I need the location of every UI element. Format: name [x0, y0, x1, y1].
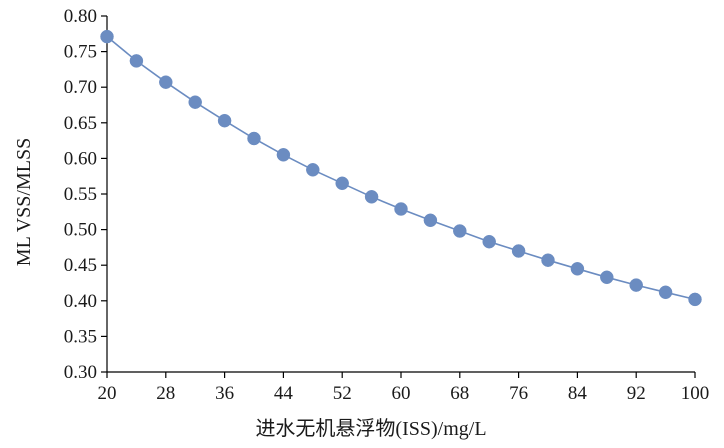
y-tick-label: 0.40 — [64, 291, 97, 312]
x-axis-title: 进水无机悬浮物(ISS)/mg/L — [255, 417, 486, 440]
x-tick-label: 76 — [509, 383, 528, 404]
x-axis-ticks: 20 28 36 44 52 60 68 76 84 92 100 — [98, 372, 710, 404]
data-point — [100, 29, 114, 44]
x-tick-label: 60 — [392, 383, 411, 404]
data-point — [159, 75, 173, 89]
y-tick-label: 0.50 — [64, 220, 97, 241]
y-tick-label: 0.65 — [64, 113, 97, 134]
y-tick-label: 0.30 — [64, 362, 97, 383]
x-tick-label: 92 — [627, 383, 646, 404]
data-point — [129, 54, 144, 68]
x-tick-label: 100 — [681, 383, 710, 404]
data-point — [658, 285, 673, 300]
data-point — [306, 163, 320, 177]
x-tick-label: 52 — [333, 383, 352, 404]
y-tick-label: 0.55 — [64, 184, 97, 205]
y-tick-label: 0.35 — [64, 326, 97, 347]
series-line — [106, 35, 696, 301]
x-tick-label: 84 — [568, 383, 588, 404]
x-tick-label: 68 — [450, 383, 469, 404]
y-axis-title: ML VSS/MLSS — [13, 138, 35, 266]
data-point — [570, 262, 585, 276]
y-tick-label: 0.60 — [64, 148, 97, 169]
data-point — [629, 278, 643, 292]
data-point — [276, 148, 291, 162]
x-tick-label: 28 — [156, 383, 175, 404]
data-point — [541, 253, 555, 267]
data-point — [453, 224, 467, 238]
x-tick-label: 36 — [215, 383, 234, 404]
data-point — [511, 244, 526, 258]
data-point — [364, 190, 379, 204]
data-point — [688, 292, 702, 307]
y-tick-label: 0.70 — [64, 77, 97, 98]
data-point — [217, 113, 232, 128]
data-point — [188, 95, 202, 109]
x-tick-label: 44 — [274, 383, 294, 404]
data-point — [247, 131, 261, 146]
series-layer — [100, 29, 702, 307]
y-tick-label: 0.75 — [64, 42, 97, 63]
y-tick-label: 0.45 — [64, 255, 97, 276]
data-point — [600, 270, 614, 285]
data-point — [335, 176, 349, 191]
data-point — [423, 213, 438, 228]
axes — [106, 16, 695, 373]
data-point — [394, 202, 408, 216]
x-tick-label: 20 — [98, 383, 117, 404]
y-tick-label: 0.80 — [64, 6, 97, 27]
y-axis-ticks: 0.30 0.35 0.40 0.45 0.50 0.55 0.60 0.65 0.70 0.75… — [64, 6, 107, 383]
data-point — [482, 234, 496, 249]
